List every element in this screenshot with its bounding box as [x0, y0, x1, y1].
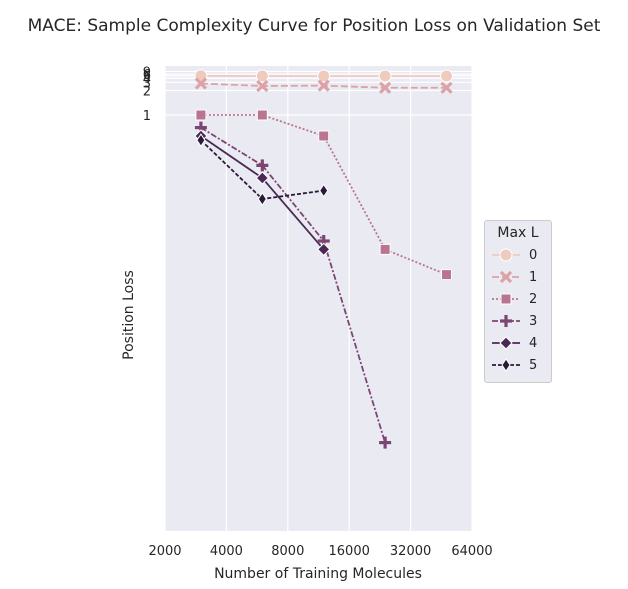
data-point-3: [256, 159, 269, 172]
data-point-5: [319, 183, 329, 198]
legend-title: Max L: [497, 225, 539, 241]
x-tick-label: 2000: [148, 544, 181, 559]
legend-entry-0: 0: [491, 244, 545, 266]
series-line-3: [200, 126, 386, 443]
data-point-3: [379, 436, 392, 449]
data-point-1: [194, 77, 208, 90]
legend-entry-2: 2: [491, 288, 545, 310]
data-point-0: [440, 69, 454, 83]
y-tick-label: 9: [143, 65, 151, 80]
legend-swatch-1: [492, 270, 520, 284]
legend-entry-5: 5: [491, 354, 545, 376]
legend-entry-1: 1: [491, 266, 545, 288]
data-point-5: [196, 133, 206, 148]
x-tick-label: 16000: [329, 544, 370, 559]
x-axis-label: Number of Training Molecules: [214, 566, 422, 582]
y-tick-label: 6: [143, 68, 151, 83]
y-tick-label: 4: [143, 72, 151, 87]
legend-entry-3: 3: [491, 310, 545, 332]
data-point-2: [379, 243, 391, 255]
legend-label: 5: [529, 357, 538, 373]
legend-entry-4: 4: [491, 332, 545, 354]
y-tick-label: 2: [143, 85, 151, 100]
data-point-0: [255, 69, 269, 83]
y-tick-label: 3: [143, 76, 151, 91]
x-tick-label: 8000: [271, 544, 304, 559]
y-tick-label: 1: [143, 109, 151, 124]
x-tick-label: 4000: [210, 544, 243, 559]
data-point-1: [440, 81, 453, 94]
x-tick-label: 64000: [451, 544, 492, 559]
chart-title: MACE: Sample Complexity Curve for Positi…: [27, 16, 601, 36]
data-point-0: [378, 69, 392, 83]
x-axis-ticks: 2000 4000 8000 16000 32000 64000: [148, 544, 492, 559]
legend-label: 1: [529, 269, 538, 285]
y-tick-label: 5: [143, 70, 151, 85]
data-point-1: [256, 79, 269, 93]
legend-label: 2: [529, 291, 538, 307]
legend-label: 3: [529, 313, 538, 329]
legend-swatch-3: [492, 315, 520, 327]
legend-label: 0: [529, 247, 538, 263]
data-point-5: [257, 192, 267, 206]
legend-entries: 0 1 2 3 4 5: [491, 244, 545, 376]
data-point-4: [255, 171, 270, 185]
data-point-1: [378, 81, 392, 94]
y-axis-label: Position Loss: [121, 270, 137, 360]
x-tick-label: 32000: [390, 544, 431, 559]
legend-swatch-2: [492, 293, 520, 305]
legend: Max L 0 1 2 3 4 5: [484, 220, 552, 383]
plot-background: [165, 66, 472, 531]
legend-swatch-5: [492, 358, 520, 372]
legend-label: 4: [529, 335, 538, 351]
legend-swatch-4: [492, 336, 520, 350]
legend-swatch-0: [492, 248, 520, 262]
series-line-2: [200, 114, 447, 276]
data-point-1: [317, 79, 330, 92]
data-point-4: [317, 242, 331, 257]
data-point-0: [317, 69, 331, 83]
data-point-2: [195, 109, 207, 121]
data-point-2: [441, 269, 453, 281]
data-point-2: [256, 109, 268, 121]
series-markers: [194, 69, 454, 449]
data-point-2: [318, 130, 330, 142]
